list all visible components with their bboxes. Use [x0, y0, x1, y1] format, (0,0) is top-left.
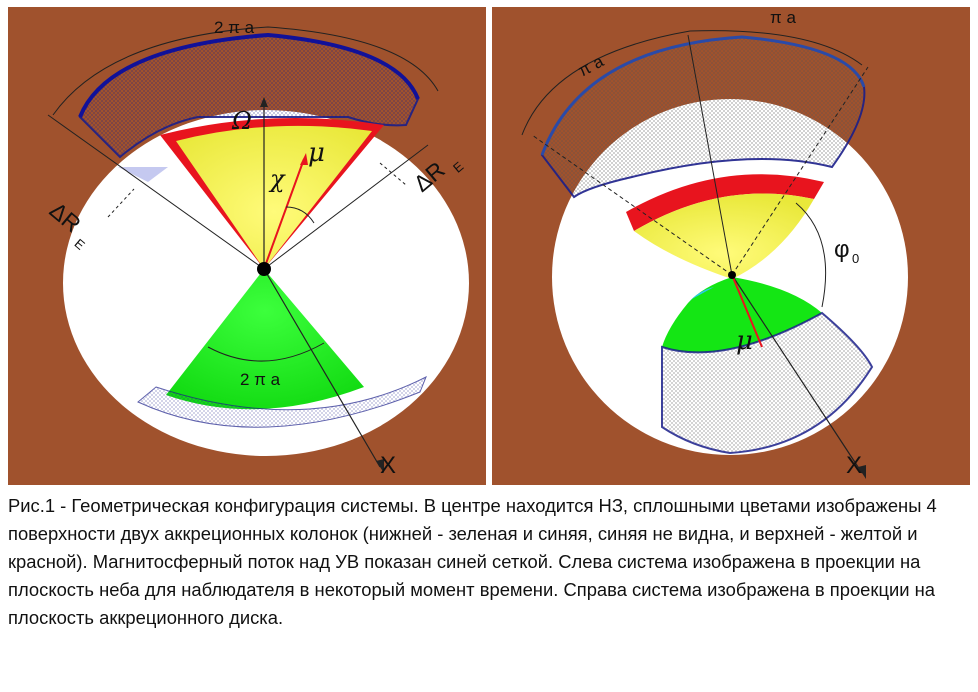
label-bottom-arc: 2 π a: [240, 370, 281, 389]
green-column-surface: [166, 269, 364, 410]
label-phi-sub: 0: [852, 251, 859, 266]
phi-angle-arc: [795, 202, 827, 308]
label-top-arc: 2 π a: [214, 18, 255, 37]
guide-line-left: [531, 134, 733, 276]
top-arc-dimension: [521, 30, 863, 136]
label-mu: μ: [308, 138, 325, 168]
label-phi: φ: [834, 236, 850, 263]
upper-mesh-shadow: [118, 167, 168, 182]
label-mu: μ: [736, 326, 753, 356]
disk-plane-projection: π a π a φ 0 μ X: [492, 7, 970, 485]
label-x-axis: X: [846, 452, 862, 479]
mu-vector: [263, 158, 305, 270]
lower-magnetospheric-mesh: [661, 311, 874, 455]
delta-left-dimension: [107, 188, 135, 218]
x-arrowhead: [858, 465, 866, 479]
x-axis: [731, 274, 863, 474]
figure-caption: Рис.1 - Геометрическая конфигурация сист…: [8, 495, 937, 628]
neutron-star: [728, 271, 736, 279]
guide-line-center: [687, 34, 733, 276]
bottom-arc-dimension: [207, 342, 325, 362]
yellow-column-surface: [176, 125, 372, 269]
chi-angle-arc: [285, 206, 315, 224]
green-column-surface: [662, 277, 822, 353]
guide-line-left: [47, 114, 265, 270]
figure-left-panel: 2 π a Ω χ μ ΔR E ΔR E 2 π a X: [8, 7, 486, 485]
label-omega: Ω: [231, 107, 252, 135]
label-x-axis: X: [380, 452, 396, 479]
red-column-surface: [626, 174, 824, 231]
mu-vector: [731, 274, 763, 348]
x-axis: [263, 268, 381, 468]
guide-line-right: [263, 144, 429, 270]
lower-magnetospheric-mesh: [137, 375, 427, 428]
upper-mesh-rim: [78, 32, 420, 118]
mu-arrowhead: [300, 153, 308, 165]
label-chi: χ: [268, 165, 286, 193]
upper-mesh-rim: [540, 35, 866, 156]
omega-arrowhead: [260, 97, 268, 107]
yellow-column-surface: [634, 193, 814, 279]
sky-plane-projection: 2 π a Ω χ μ ΔR E ΔR E 2 π a X: [8, 7, 486, 485]
neutron-star: [257, 262, 271, 276]
top-arc-dimension: [52, 26, 439, 116]
label-arc-right: π a: [770, 8, 796, 27]
figure-right-panel: π a π a φ 0 μ X: [492, 7, 970, 485]
x-arrowhead: [376, 459, 384, 473]
